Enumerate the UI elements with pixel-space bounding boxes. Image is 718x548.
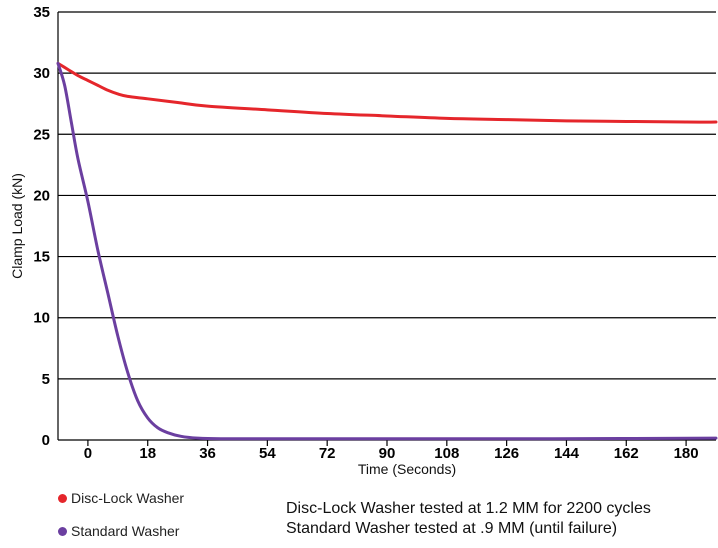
series-line-standard: [56, 61, 718, 441]
y-tick-label-25: 25: [33, 126, 50, 143]
y-tick-label-20: 20: [33, 187, 50, 204]
series-line-disc-lock: [56, 61, 718, 124]
x-tick-label-162: 162: [614, 445, 639, 462]
y-axis-title: Clamp Load (kN): [9, 173, 25, 279]
y-tick-label-15: 15: [33, 249, 50, 266]
y-tick-label-10: 10: [33, 310, 50, 327]
legend-marker-disc-lock: [58, 493, 67, 503]
x-tick-label-90: 90: [379, 445, 396, 462]
y-tick-label-30: 30: [33, 65, 50, 82]
legend-label-standard: Standard Washer: [71, 523, 180, 539]
x-tick-label-108: 108: [434, 445, 459, 462]
x-tick-label-18: 18: [139, 445, 156, 462]
y-tick-label-0: 0: [42, 432, 50, 449]
legend-item-disc-lock: Disc-Lock Washer: [58, 490, 184, 506]
test-note-standard: Standard Washer tested at .9 MM (until f…: [286, 520, 618, 537]
x-tick-label-72: 72: [319, 445, 336, 462]
legend-label-disc-lock: Disc-Lock Washer: [71, 490, 185, 506]
legend-marker-standard: [58, 526, 67, 536]
x-tick-label-126: 126: [494, 445, 519, 462]
y-tick-label-5: 5: [42, 371, 50, 388]
legend-item-standard: Standard Washer: [58, 523, 179, 539]
y-tick-label-35: 35: [33, 4, 50, 21]
x-tick-label-54: 54: [259, 445, 276, 462]
x-tick-label-36: 36: [199, 445, 216, 462]
test-note-disc-lock: Disc-Lock Washer tested at 1.2 MM for 22…: [286, 500, 651, 517]
x-tick-label-0: 0: [84, 445, 92, 462]
x-axis-title: Time (Seconds): [358, 461, 456, 477]
x-tick-label-180: 180: [674, 445, 699, 462]
x-tick-label-144: 144: [554, 445, 580, 462]
